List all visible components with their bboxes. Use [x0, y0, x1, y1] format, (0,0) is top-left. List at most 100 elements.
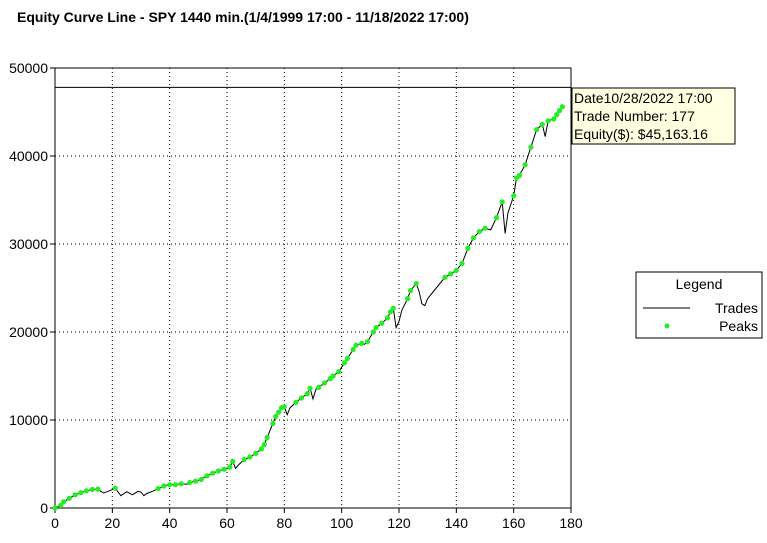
peak-point	[198, 476, 204, 482]
peak-point	[493, 215, 500, 221]
x-tick-label: 160	[502, 515, 526, 531]
peak-point	[350, 347, 356, 353]
peak-point	[384, 315, 391, 321]
x-tick-label: 80	[277, 515, 293, 531]
peak-point	[316, 384, 322, 390]
peaks-series	[52, 104, 566, 511]
peak-point	[253, 450, 259, 456]
y-tick-label: 50000	[9, 60, 48, 76]
peak-point	[390, 305, 396, 311]
peak-point	[95, 486, 101, 492]
legend-peaks-label: Peaks	[719, 318, 758, 334]
peak-point	[556, 108, 563, 114]
peak-point	[293, 399, 299, 405]
grid-lines	[55, 68, 571, 508]
peak-point	[534, 127, 540, 133]
peak-point	[227, 464, 233, 470]
peak-point	[341, 360, 348, 366]
peak-point	[241, 457, 247, 463]
peak-point	[178, 481, 184, 487]
legend-box	[635, 271, 763, 339]
peak-point	[482, 225, 488, 231]
x-tick-label: 100	[330, 515, 354, 531]
legend-title: Legend	[676, 276, 723, 292]
peak-point	[442, 274, 448, 280]
legend: Legend Trades Peaks	[635, 271, 763, 339]
tooltip-date: Date10/28/2022 17:00	[574, 90, 713, 106]
peak-point	[370, 329, 376, 335]
peak-point	[72, 492, 78, 498]
peak-point	[413, 281, 419, 287]
peak-point	[276, 409, 282, 415]
peak-point	[522, 162, 528, 168]
peak-point	[261, 442, 267, 448]
peak-point	[187, 479, 193, 486]
peak-point	[511, 193, 517, 199]
peak-point	[321, 380, 328, 386]
peak-point	[551, 116, 557, 122]
tooltip-trade-number: Trade Number: 177	[574, 108, 695, 124]
x-tick-label: 120	[387, 515, 411, 531]
peak-point	[273, 413, 279, 420]
peak-point	[387, 309, 393, 315]
peak-point	[304, 391, 310, 397]
peak-point	[247, 454, 253, 460]
peak-point	[539, 121, 545, 127]
peak-point	[336, 369, 342, 375]
plot-area	[54, 67, 572, 509]
peak-point	[453, 267, 459, 273]
peak-point	[353, 342, 359, 348]
y-tick-label: 30000	[9, 236, 48, 252]
peak-point	[161, 483, 167, 489]
peak-point	[112, 485, 118, 491]
peak-point	[58, 502, 64, 508]
chart-title: Equity Curve Line - SPY 1440 min.(1/4/19…	[17, 9, 469, 25]
peak-point	[499, 199, 505, 205]
y-axis: 0 10000 20000 30000 40000 50000	[9, 60, 55, 516]
peak-point	[83, 488, 90, 494]
peak-point	[230, 458, 236, 464]
y-tick-label: 20000	[9, 324, 48, 340]
peak-point	[476, 229, 482, 235]
tooltip-box	[571, 87, 736, 145]
peak-point	[407, 288, 414, 294]
peak-point	[330, 373, 336, 379]
peak-point	[516, 172, 523, 178]
legend-peaks-swatch	[664, 323, 670, 329]
y-tick-label: 0	[40, 500, 48, 516]
tooltip-equity: Equity($): $45,163.16	[574, 126, 708, 142]
peak-point	[470, 235, 477, 241]
peak-point	[270, 420, 276, 427]
x-tick-label: 140	[445, 515, 469, 531]
peak-point	[281, 404, 287, 410]
peak-point	[528, 144, 534, 150]
legend-trades-label: Trades	[715, 300, 758, 316]
peak-point	[448, 271, 454, 277]
x-axis: 0 20 40 60 80 100 120 140 160 180	[51, 508, 583, 531]
peak-point	[344, 355, 350, 361]
peak-point	[307, 385, 313, 391]
x-tick-label: 20	[105, 515, 121, 531]
peak-point	[258, 446, 264, 452]
peak-point	[61, 499, 67, 505]
peak-point	[373, 325, 379, 331]
peak-point	[167, 482, 173, 488]
peak-point	[405, 296, 411, 302]
peak-point	[298, 395, 305, 401]
peak-point	[459, 260, 465, 266]
x-tick-label: 180	[559, 515, 583, 531]
peak-point	[89, 486, 95, 493]
peak-point	[210, 470, 216, 476]
peak-point	[215, 468, 221, 474]
peak-point	[78, 490, 84, 496]
peak-point	[364, 339, 371, 345]
trades-series-line	[54, 106, 563, 509]
peak-point	[554, 112, 560, 118]
x-tick-label: 40	[162, 515, 178, 531]
peak-point	[559, 104, 566, 110]
peak-point	[379, 320, 385, 326]
tooltip: Date10/28/2022 17:00 Trade Number: 177 E…	[571, 87, 736, 145]
peak-point	[66, 495, 72, 501]
y-tick-label: 10000	[9, 412, 48, 428]
